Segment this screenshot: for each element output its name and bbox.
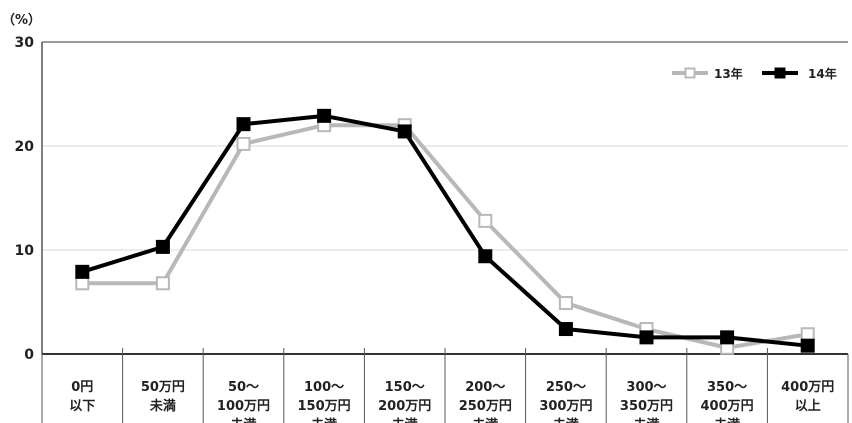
x-category-label: 未満 xyxy=(471,417,498,423)
axes xyxy=(41,42,849,423)
y-tick-label: 0 xyxy=(24,347,34,363)
series-line-14年 xyxy=(81,113,808,348)
legend-label: 14年 xyxy=(808,66,837,81)
x-category-label: 100万円 xyxy=(217,399,270,414)
data-point-marker xyxy=(75,264,90,279)
legend-swatch-marker xyxy=(774,67,786,79)
x-category-label: 未満 xyxy=(552,417,579,423)
data-point-marker xyxy=(317,108,332,123)
x-category-label: 50万円 xyxy=(141,380,185,395)
series-line-13年 xyxy=(82,123,809,350)
x-category-label: 50～ xyxy=(228,380,259,395)
x-category-label: 未満 xyxy=(391,417,418,423)
x-category-label: 250～ xyxy=(546,380,586,395)
y-unit-label: （%） xyxy=(2,12,41,28)
data-point-marker xyxy=(155,239,170,254)
x-category-label: 以下 xyxy=(69,399,95,414)
legend-label: 13年 xyxy=(714,66,743,81)
data-point-marker xyxy=(478,249,493,264)
x-category-label: 200万円 xyxy=(378,399,431,414)
x-category-label: 未満 xyxy=(632,417,659,423)
x-category-label: 未満 xyxy=(149,398,176,414)
legend-swatch-marker xyxy=(684,67,696,79)
x-category-label: 150万円 xyxy=(298,399,351,414)
x-category-label: 350万円 xyxy=(620,399,673,414)
data-point-marker xyxy=(236,136,251,151)
x-category-label: 300万円 xyxy=(539,399,592,414)
data-point-marker xyxy=(558,322,573,337)
x-category-label: 400万円 xyxy=(781,380,834,395)
data-point-marker xyxy=(397,124,412,139)
data-point-marker xyxy=(639,330,654,345)
data-point-marker xyxy=(558,296,573,311)
grid-lines xyxy=(42,41,848,251)
x-category-labels: 0円以下50万円未満50～100万円未満100～150万円未満150～200万円… xyxy=(69,380,834,423)
y-tick-label: 20 xyxy=(15,139,35,155)
x-category-label: 以上 xyxy=(795,399,821,414)
x-category-label: 300～ xyxy=(626,380,666,395)
x-category-label: 250万円 xyxy=(459,399,512,414)
x-category-label: 100～ xyxy=(304,380,344,395)
x-category-label: 未満 xyxy=(713,417,740,423)
x-category-label: 350～ xyxy=(707,380,747,395)
x-category-label: 200～ xyxy=(465,380,505,395)
data-point-marker xyxy=(478,213,493,228)
data-point-marker xyxy=(800,327,815,342)
x-category-label: 未満 xyxy=(229,417,256,423)
data-point-marker xyxy=(75,276,90,291)
data-point-marker xyxy=(155,276,170,291)
legend: 13年 14年 xyxy=(672,66,837,81)
series-layer xyxy=(75,108,815,355)
y-tick-label: 10 xyxy=(15,243,35,259)
x-category-label: 150～ xyxy=(385,380,425,395)
data-point-marker xyxy=(720,330,735,345)
y-tick-label: 30 xyxy=(15,35,35,51)
data-point-marker xyxy=(800,338,815,353)
y-tick-labels: 0 10 20 30 xyxy=(15,35,35,363)
data-point-marker xyxy=(236,117,251,132)
x-category-label: 400万円 xyxy=(701,399,754,414)
x-category-label: 未満 xyxy=(310,417,337,423)
x-category-label: 0円 xyxy=(71,380,93,395)
